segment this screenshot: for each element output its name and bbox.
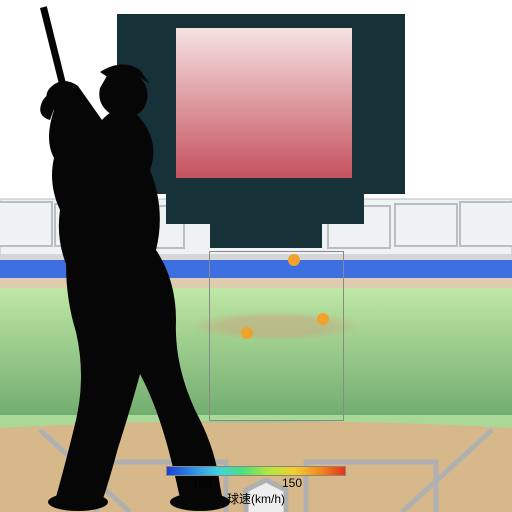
pitch-location-diagram: 100 150 球速(km/h) — [0, 0, 512, 512]
legend-tick: 100 — [192, 476, 212, 490]
batter-silhouette — [0, 0, 512, 512]
legend-gradient — [166, 466, 346, 476]
speed-legend: 100 150 球速(km/h) — [166, 466, 346, 507]
legend-label: 球速(km/h) — [166, 490, 346, 507]
legend-ticks: 100 150 — [166, 476, 346, 490]
legend-tick: 150 — [282, 476, 302, 490]
